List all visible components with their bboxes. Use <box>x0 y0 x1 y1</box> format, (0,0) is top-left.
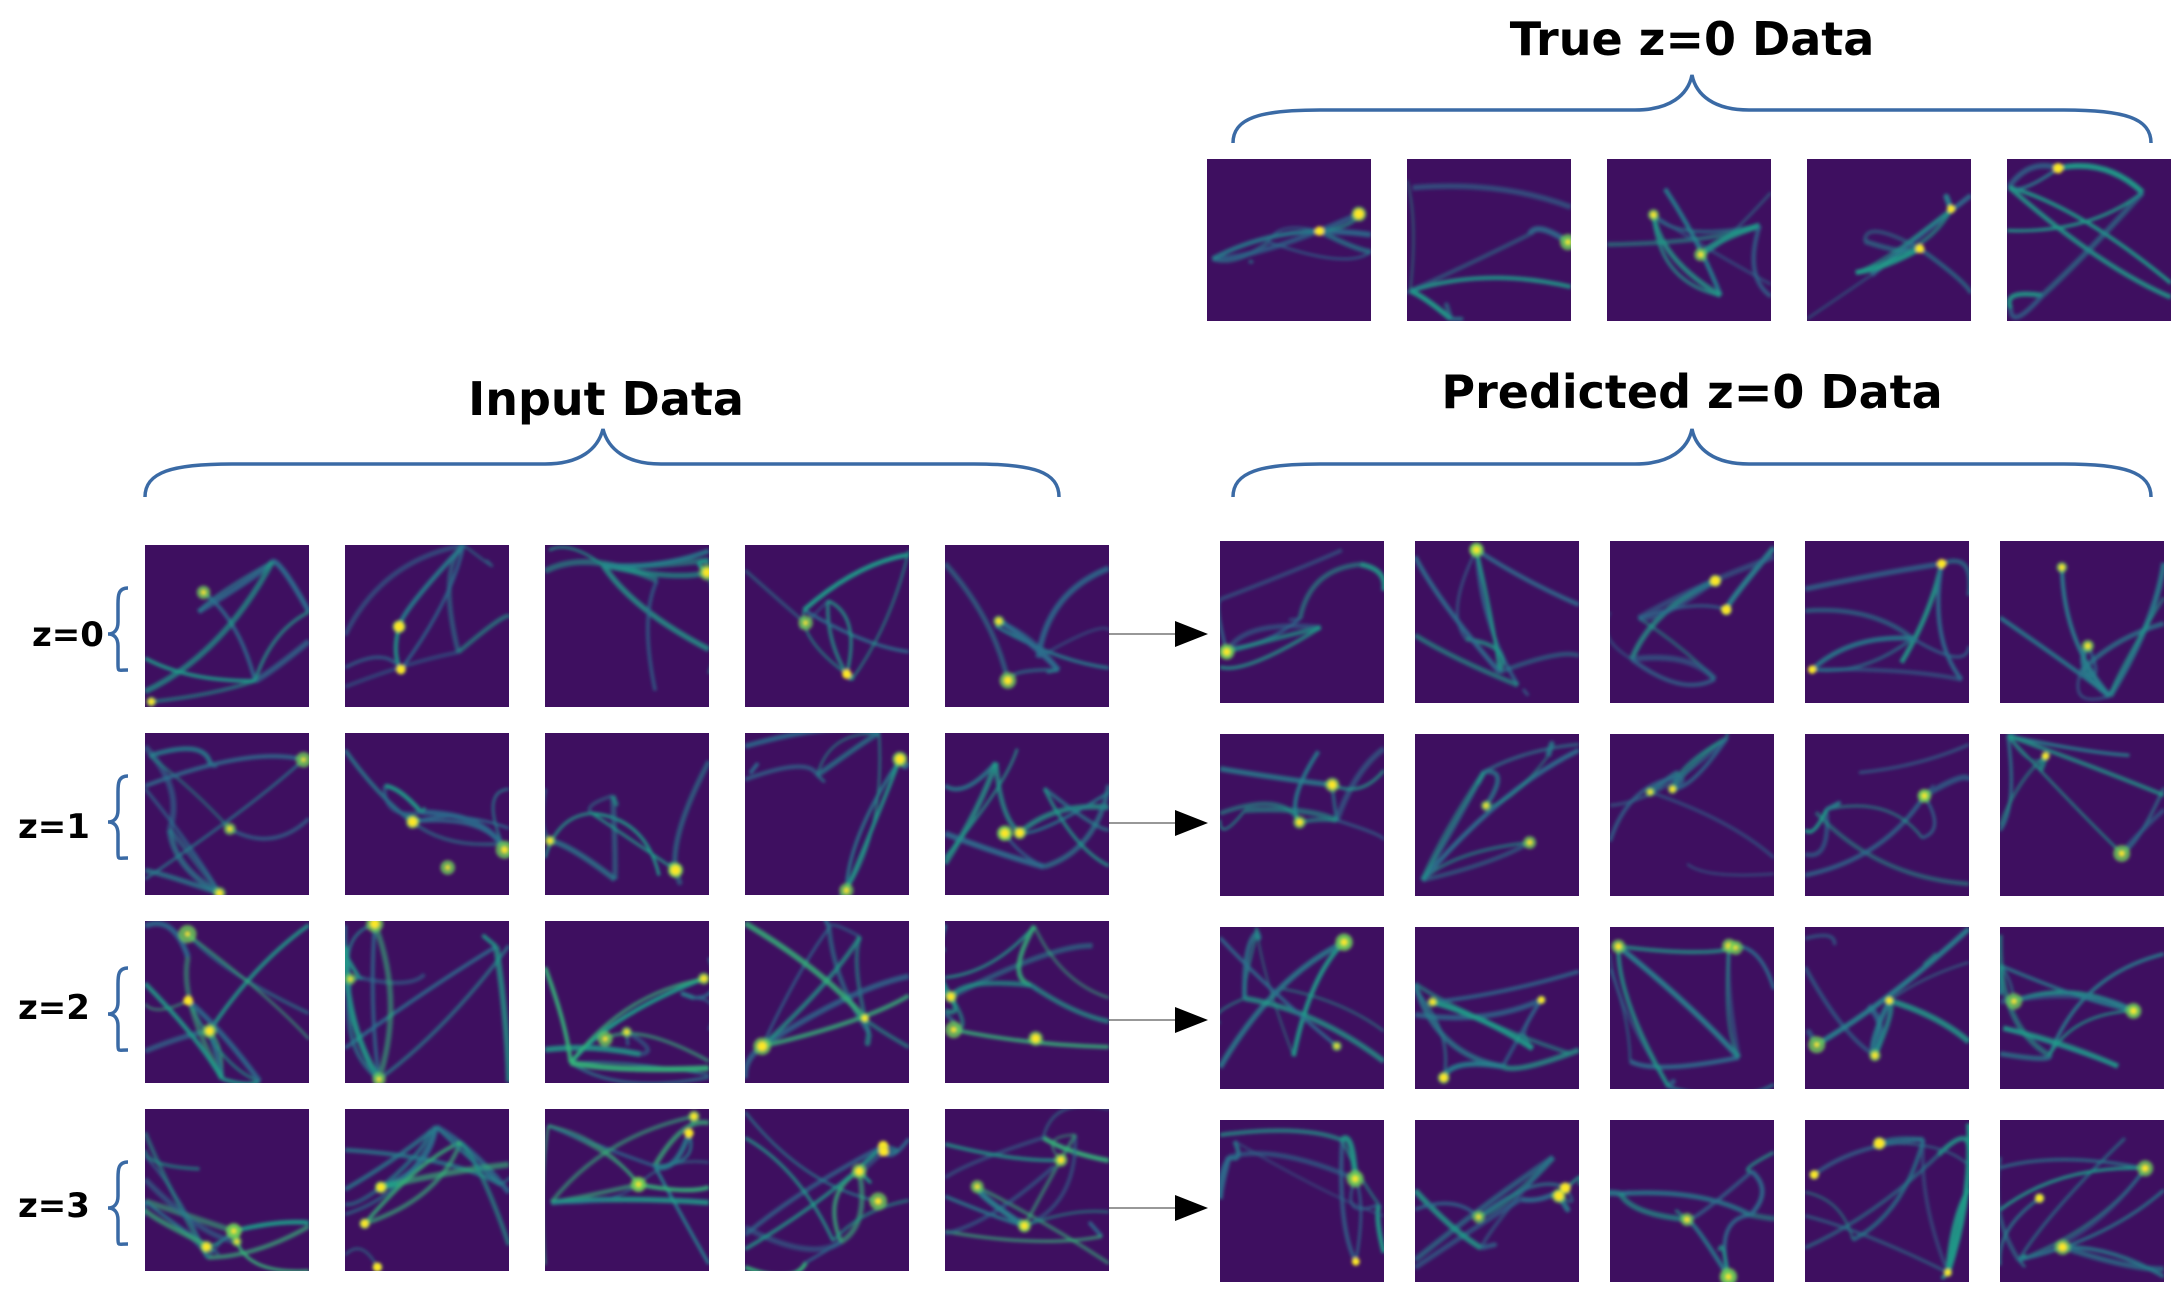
predicted-tile-z1-2 <box>1415 734 1579 896</box>
input-tile-z1-1 <box>145 733 309 895</box>
input-tile-z1-2 <box>345 733 509 895</box>
predicted-tile-z2-2 <box>1415 927 1579 1089</box>
input-tile-z3-5 <box>945 1109 1109 1271</box>
row-label-z0: z=0 <box>32 615 104 655</box>
true-data-brace <box>1231 74 2153 144</box>
input-tile-z2-2 <box>345 921 509 1083</box>
input-tile-z0-1 <box>145 545 309 707</box>
input-tile-z0-2 <box>345 545 509 707</box>
input-tile-z1-5 <box>945 733 1109 895</box>
predicted-tile-z2-4 <box>1805 927 1969 1089</box>
true-data-tile-5 <box>2007 159 2171 321</box>
predicted-tile-z0-2 <box>1415 541 1579 703</box>
true-data-tile-2 <box>1407 159 1571 321</box>
row-brace-z3 <box>107 1160 129 1246</box>
input-data-title: Input Data <box>468 372 744 426</box>
row-label-z3: z=3 <box>18 1186 90 1226</box>
predicted-data-title: Predicted z=0 Data <box>1441 365 1943 419</box>
predicted-tile-z0-3 <box>1610 541 1774 703</box>
input-tile-z2-4 <box>745 921 909 1083</box>
true-data-tile-4 <box>1807 159 1971 321</box>
predicted-tile-z3-2 <box>1415 1120 1579 1282</box>
predicted-tile-z1-1 <box>1220 734 1384 896</box>
predicted-tile-z3-3 <box>1610 1120 1774 1282</box>
predicted-tile-z1-3 <box>1610 734 1774 896</box>
input-data-brace <box>143 428 1061 498</box>
arrow-z2 <box>1108 1007 1208 1033</box>
input-tile-z3-3 <box>545 1109 709 1271</box>
predicted-tile-z0-4 <box>1805 541 1969 703</box>
input-tile-z1-4 <box>745 733 909 895</box>
predicted-tile-z0-5 <box>2000 541 2164 703</box>
arrow-z0 <box>1108 621 1208 647</box>
row-brace-z1 <box>107 774 129 860</box>
input-tile-z3-2 <box>345 1109 509 1271</box>
row-brace-z2 <box>107 966 129 1052</box>
input-tile-z0-4 <box>745 545 909 707</box>
row-label-z1: z=1 <box>18 807 90 847</box>
input-tile-z3-1 <box>145 1109 309 1271</box>
true-data-tile-1 <box>1207 159 1371 321</box>
predicted-tile-z2-1 <box>1220 927 1384 1089</box>
predicted-data-brace <box>1231 428 2153 498</box>
predicted-tile-z1-4 <box>1805 734 1969 896</box>
input-tile-z2-5 <box>945 921 1109 1083</box>
row-brace-z0 <box>107 586 129 672</box>
row-label-z2: z=2 <box>18 988 90 1028</box>
input-tile-z0-3 <box>545 545 709 707</box>
true-data-title: True z=0 Data <box>1509 12 1875 66</box>
arrow-z1 <box>1108 810 1208 836</box>
input-tile-z3-4 <box>745 1109 909 1271</box>
predicted-tile-z2-3 <box>1610 927 1774 1089</box>
predicted-tile-z2-5 <box>2000 927 2164 1089</box>
true-data-tile-3 <box>1607 159 1771 321</box>
input-tile-z2-3 <box>545 921 709 1083</box>
predicted-tile-z1-5 <box>2000 734 2164 896</box>
predicted-tile-z0-1 <box>1220 541 1384 703</box>
arrow-z3 <box>1108 1195 1208 1221</box>
input-tile-z2-1 <box>145 921 309 1083</box>
predicted-tile-z3-1 <box>1220 1120 1384 1282</box>
predicted-tile-z3-4 <box>1805 1120 1969 1282</box>
input-tile-z0-5 <box>945 545 1109 707</box>
predicted-tile-z3-5 <box>2000 1120 2164 1282</box>
input-tile-z1-3 <box>545 733 709 895</box>
